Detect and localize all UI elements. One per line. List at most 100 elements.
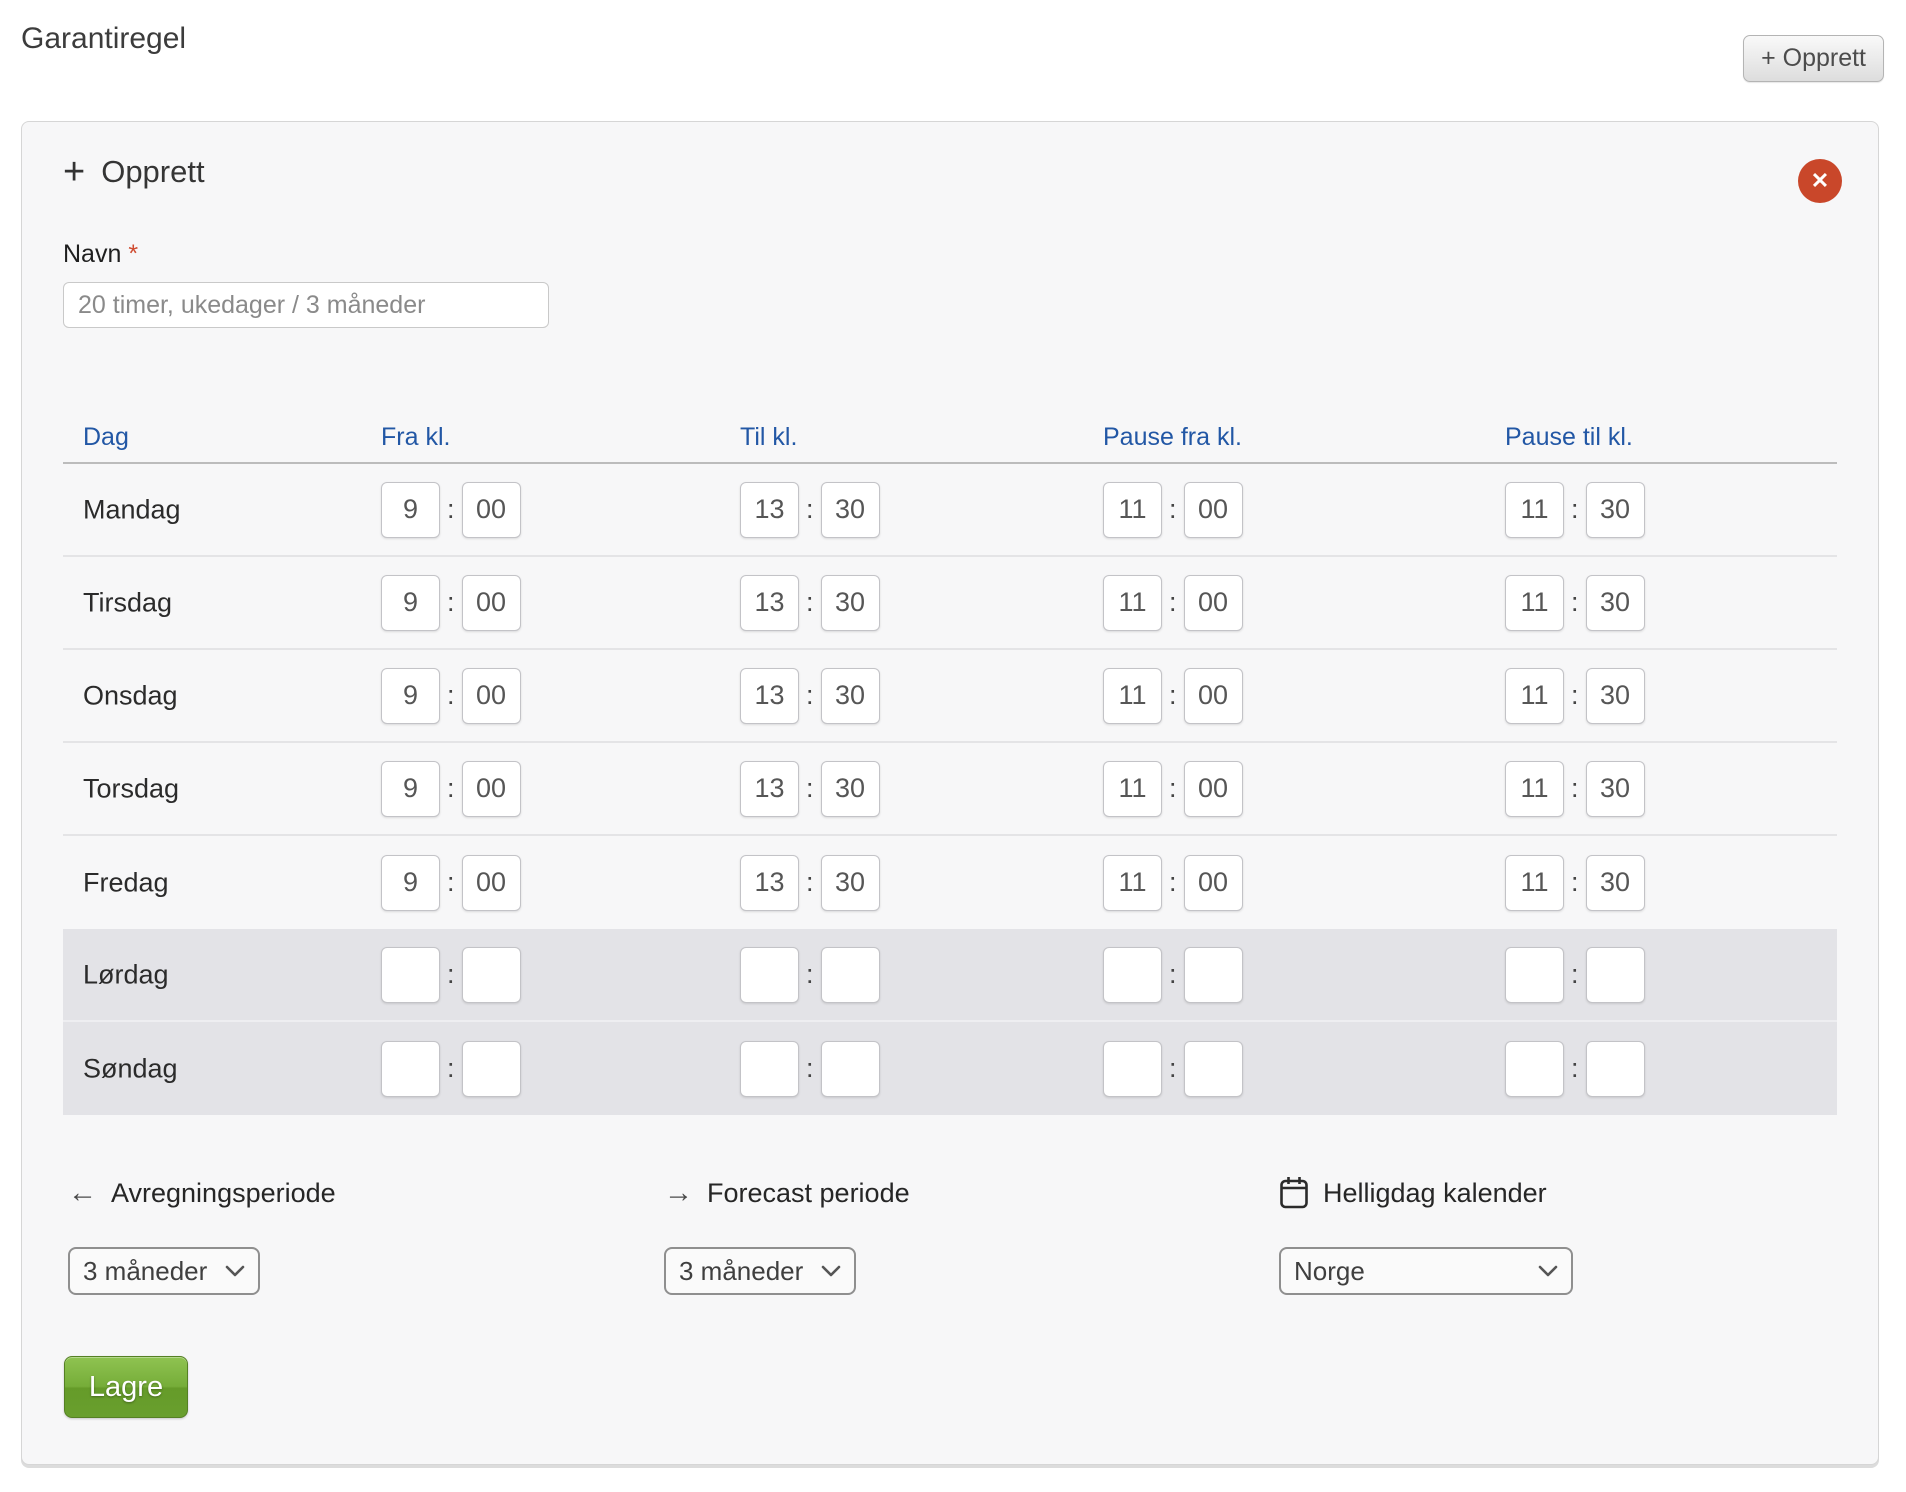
to-time-group: :: [740, 1040, 880, 1097]
to-minute-input[interactable]: [820, 1040, 880, 1097]
time-separator: :: [447, 680, 455, 710]
to-minute-input[interactable]: [820, 760, 880, 817]
to-time-group: :: [740, 574, 880, 631]
from-hour-input[interactable]: [381, 1040, 440, 1097]
from-minute-input[interactable]: [461, 760, 521, 817]
pause-to-minute-input[interactable]: [1585, 481, 1645, 538]
pause-to-hour-input[interactable]: [1505, 760, 1564, 817]
pause-from-time-group: :: [1103, 574, 1243, 631]
from-hour-input[interactable]: [381, 574, 440, 631]
helligdag-kalender-label: Helligdag kalender: [1279, 1175, 1573, 1211]
save-button[interactable]: Lagre: [64, 1356, 188, 1418]
column-header-pause-til: Pause til kl.: [1505, 423, 1633, 451]
from-minute-input[interactable]: [461, 946, 521, 1003]
pause-from-hour-input[interactable]: [1103, 946, 1162, 1003]
from-minute-input[interactable]: [461, 574, 521, 631]
from-minute-input[interactable]: [461, 1040, 521, 1097]
schedule-row-tirsdag: Tirsdag : : : :: [63, 557, 1837, 650]
from-minute-input[interactable]: [461, 481, 521, 538]
from-hour-input[interactable]: [381, 667, 440, 724]
from-hour-input[interactable]: [381, 946, 440, 1003]
to-hour-input[interactable]: [740, 1040, 799, 1097]
pause-to-hour-input[interactable]: [1505, 574, 1564, 631]
time-separator: :: [1571, 773, 1579, 803]
to-minute-input[interactable]: [820, 574, 880, 631]
pause-from-hour-input[interactable]: [1103, 574, 1162, 631]
required-asterisk: *: [128, 240, 139, 268]
from-hour-input[interactable]: [381, 481, 440, 538]
to-hour-input[interactable]: [740, 946, 799, 1003]
pause-from-minute-input[interactable]: [1183, 1040, 1243, 1097]
time-separator: :: [1571, 959, 1579, 989]
pause-to-minute-input[interactable]: [1585, 574, 1645, 631]
to-minute-input[interactable]: [820, 667, 880, 724]
to-hour-input[interactable]: [740, 481, 799, 538]
pause-from-minute-input[interactable]: [1183, 946, 1243, 1003]
pause-to-minute-input[interactable]: [1585, 854, 1645, 911]
close-icon: ✕: [1810, 168, 1830, 193]
from-minute-input[interactable]: [461, 854, 521, 911]
pause-from-minute-input[interactable]: [1183, 760, 1243, 817]
avregningsperiode-select[interactable]: 3 måneder: [68, 1247, 260, 1295]
pause-from-hour-input[interactable]: [1103, 1040, 1162, 1097]
to-hour-input[interactable]: [740, 574, 799, 631]
forecast-periode-select[interactable]: 3 måneder: [664, 1247, 856, 1295]
time-separator: :: [1169, 773, 1177, 803]
day-label: Søndag: [83, 1053, 178, 1083]
time-separator: :: [1571, 867, 1579, 897]
time-separator: :: [1169, 959, 1177, 989]
pause-to-minute-input[interactable]: [1585, 1040, 1645, 1097]
forecast-periode-label: → Forecast periode: [664, 1176, 910, 1209]
to-hour-input[interactable]: [740, 854, 799, 911]
pause-from-minute-input[interactable]: [1183, 481, 1243, 538]
pause-to-minute-input[interactable]: [1585, 760, 1645, 817]
pause-from-time-group: :: [1103, 760, 1243, 817]
to-minute-input[interactable]: [820, 854, 880, 911]
pause-to-hour-input[interactable]: [1505, 854, 1564, 911]
pause-to-hour-input[interactable]: [1505, 946, 1564, 1003]
from-hour-input[interactable]: [381, 760, 440, 817]
pause-from-minute-input[interactable]: [1183, 574, 1243, 631]
pause-to-hour-input[interactable]: [1505, 1040, 1564, 1097]
avregningsperiode-group: ← Avregningsperiode 3 måneder: [68, 1175, 336, 1295]
time-separator: :: [806, 773, 814, 803]
pause-to-hour-input[interactable]: [1505, 481, 1564, 538]
calendar-icon: [1280, 1177, 1308, 1209]
pause-to-minute-input[interactable]: [1585, 667, 1645, 724]
page-title: Garantiregel: [21, 22, 187, 55]
pause-from-hour-input[interactable]: [1103, 667, 1162, 724]
name-input[interactable]: [63, 282, 549, 328]
from-time-group: :: [381, 481, 521, 538]
from-time-group: :: [381, 760, 521, 817]
weekend-rows-group: Lørdag : : : :: [63, 929, 1837, 1115]
time-separator: :: [447, 1053, 455, 1083]
time-separator: :: [1169, 867, 1177, 897]
column-header-til: Til kl.: [740, 423, 798, 451]
time-separator: :: [1169, 1053, 1177, 1083]
time-separator: :: [1571, 494, 1579, 524]
to-minute-input[interactable]: [820, 946, 880, 1003]
to-hour-input[interactable]: [740, 760, 799, 817]
create-button[interactable]: + Opprett: [1743, 35, 1884, 82]
close-button[interactable]: ✕: [1798, 159, 1842, 203]
column-header-dag: Dag: [83, 423, 129, 451]
from-minute-input[interactable]: [461, 667, 521, 724]
to-minute-input[interactable]: [820, 481, 880, 538]
pause-to-minute-input[interactable]: [1585, 946, 1645, 1003]
pause-from-minute-input[interactable]: [1183, 667, 1243, 724]
day-label: Onsdag: [83, 680, 178, 710]
helligdag-kalender-select[interactable]: Norge: [1279, 1247, 1573, 1295]
to-hour-input[interactable]: [740, 667, 799, 724]
pause-from-hour-input[interactable]: [1103, 854, 1162, 911]
pause-from-hour-input[interactable]: [1103, 481, 1162, 538]
time-separator: :: [447, 773, 455, 803]
schedule-row-mandag: Mandag : : : :: [63, 464, 1837, 557]
from-time-group: :: [381, 1040, 521, 1097]
pause-from-time-group: :: [1103, 667, 1243, 724]
arrow-right-icon: →: [664, 1176, 693, 1209]
from-hour-input[interactable]: [381, 854, 440, 911]
pause-from-minute-input[interactable]: [1183, 854, 1243, 911]
pause-from-hour-input[interactable]: [1103, 760, 1162, 817]
schedule-row-torsdag: Torsdag : : : :: [63, 743, 1837, 836]
pause-to-hour-input[interactable]: [1505, 667, 1564, 724]
